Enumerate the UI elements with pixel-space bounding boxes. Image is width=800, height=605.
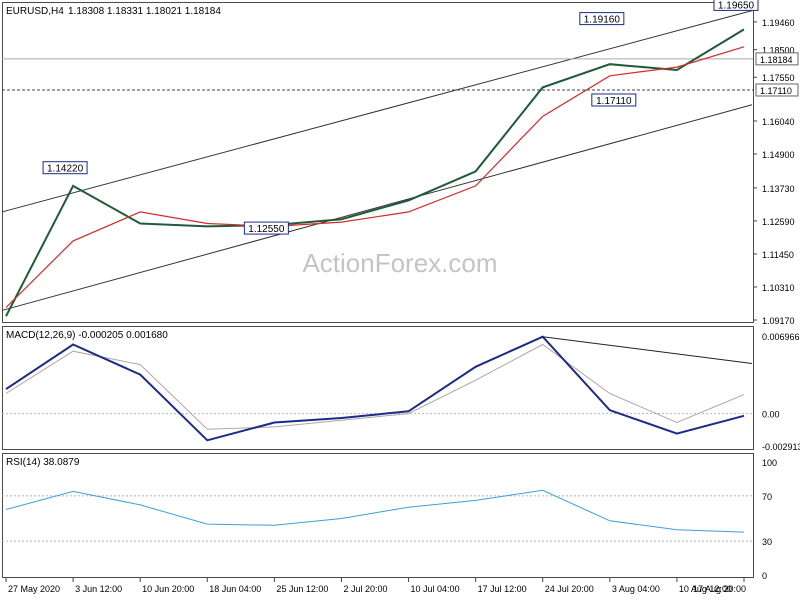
price-y-tick-label: 1.12590 <box>762 217 795 227</box>
macd-y-tick-label: -0.002913 <box>762 442 800 452</box>
support-price-box <box>755 83 799 97</box>
price-tag-box <box>579 12 625 26</box>
price-panel <box>2 2 754 323</box>
price-y-tick-label: 1.16040 <box>762 117 795 127</box>
x-tick-label: 10 Jul 04:00 <box>411 584 460 594</box>
x-tick-label: 3 Jun 12:00 <box>75 584 122 594</box>
x-tick-label: 17 Aug 20:00 <box>693 584 746 594</box>
price-tag-box <box>713 0 759 11</box>
price-series-group: 1.14220 1.12550 1.19160 1.17110 1.19650 <box>1 0 759 317</box>
macd-y-tick-label: 0.006966 <box>762 332 800 342</box>
price-y-tick-label: 1.17550 <box>762 73 795 83</box>
price-y-tick-label: 1.14900 <box>762 150 795 160</box>
x-tick-label: 25 Jun 12:00 <box>276 584 328 594</box>
rsi-series-group <box>2 489 753 542</box>
x-tick-label: 10 Aug 12:00 <box>679 584 732 594</box>
x-tick-label: 27 May 2020 <box>8 584 60 594</box>
macd-panel <box>2 326 754 450</box>
x-tick-label: 10 Jun 20:00 <box>142 584 194 594</box>
price-tag-box <box>243 221 289 235</box>
macd-y-tick-label: 0.00 <box>762 410 780 420</box>
axis-labels-group: 1.19460 1.18500 1.17550 1.16040 1.14900 1.137… <box>5 18 800 594</box>
rsi-y-tick-label: 30 <box>762 537 772 547</box>
rsi-line <box>5 489 745 533</box>
price-y-tick-label: 1.13730 <box>762 184 795 194</box>
price-tag-box <box>591 93 637 107</box>
current-price-box <box>755 52 799 66</box>
price-y-tick-label: 1.09170 <box>762 316 795 326</box>
watermark: ActionForex.com <box>302 248 497 278</box>
x-tick-label: 24 Jul 20:00 <box>545 584 594 594</box>
symbol-label: EURUSD,H4 <box>6 6 64 17</box>
current-price-label: 1.18184 <box>760 55 793 65</box>
rsi-y-tick-label: 0 <box>762 571 767 581</box>
moving-average-line <box>5 46 745 308</box>
x-tick-label: 18 Jun 04:00 <box>209 584 261 594</box>
rsi-y-tick-label: 70 <box>762 492 772 502</box>
x-tick-label: 2 Jul 20:00 <box>343 584 387 594</box>
price-tag-box <box>42 161 88 175</box>
price-tag-label: 1.14220 <box>47 164 84 175</box>
price-tag-label: 1.19650 <box>718 0 755 11</box>
price-y-tick-label: 1.11450 <box>762 250 794 260</box>
price-tag-label: 1.12550 <box>248 224 285 235</box>
rsi-title: RSI(14) 38.0879 <box>6 457 80 468</box>
x-tick-label: 17 Jul 12:00 <box>478 584 527 594</box>
rsi-y-tick-label: 100 <box>762 458 777 468</box>
support-price-label: 1.17110 <box>760 86 792 96</box>
price-y-tick-label: 1.18500 <box>762 46 795 56</box>
price-y-tick-label: 1.10310 <box>762 283 795 293</box>
rsi-panel <box>2 453 754 578</box>
channel-upper-line <box>1 10 753 213</box>
macd-main-line <box>5 335 745 442</box>
macd-divergence-trendline <box>542 336 753 364</box>
channel-lower-line <box>1 104 753 311</box>
price-y-tick-label: 1.19460 <box>762 18 795 28</box>
macd-signal-line <box>5 343 745 430</box>
price-tag-label: 1.19160 <box>584 15 621 26</box>
macd-series-group <box>2 335 753 442</box>
x-tick-label: 3 Aug 04:00 <box>612 584 660 594</box>
price-tag-label: 1.17110 <box>596 96 632 107</box>
macd-title: MACD(12,26,9) -0.000205 0.001680 <box>6 330 168 341</box>
ohlc-readout: 1.18308 1.18331 1.18021 1.18184 <box>68 6 221 17</box>
